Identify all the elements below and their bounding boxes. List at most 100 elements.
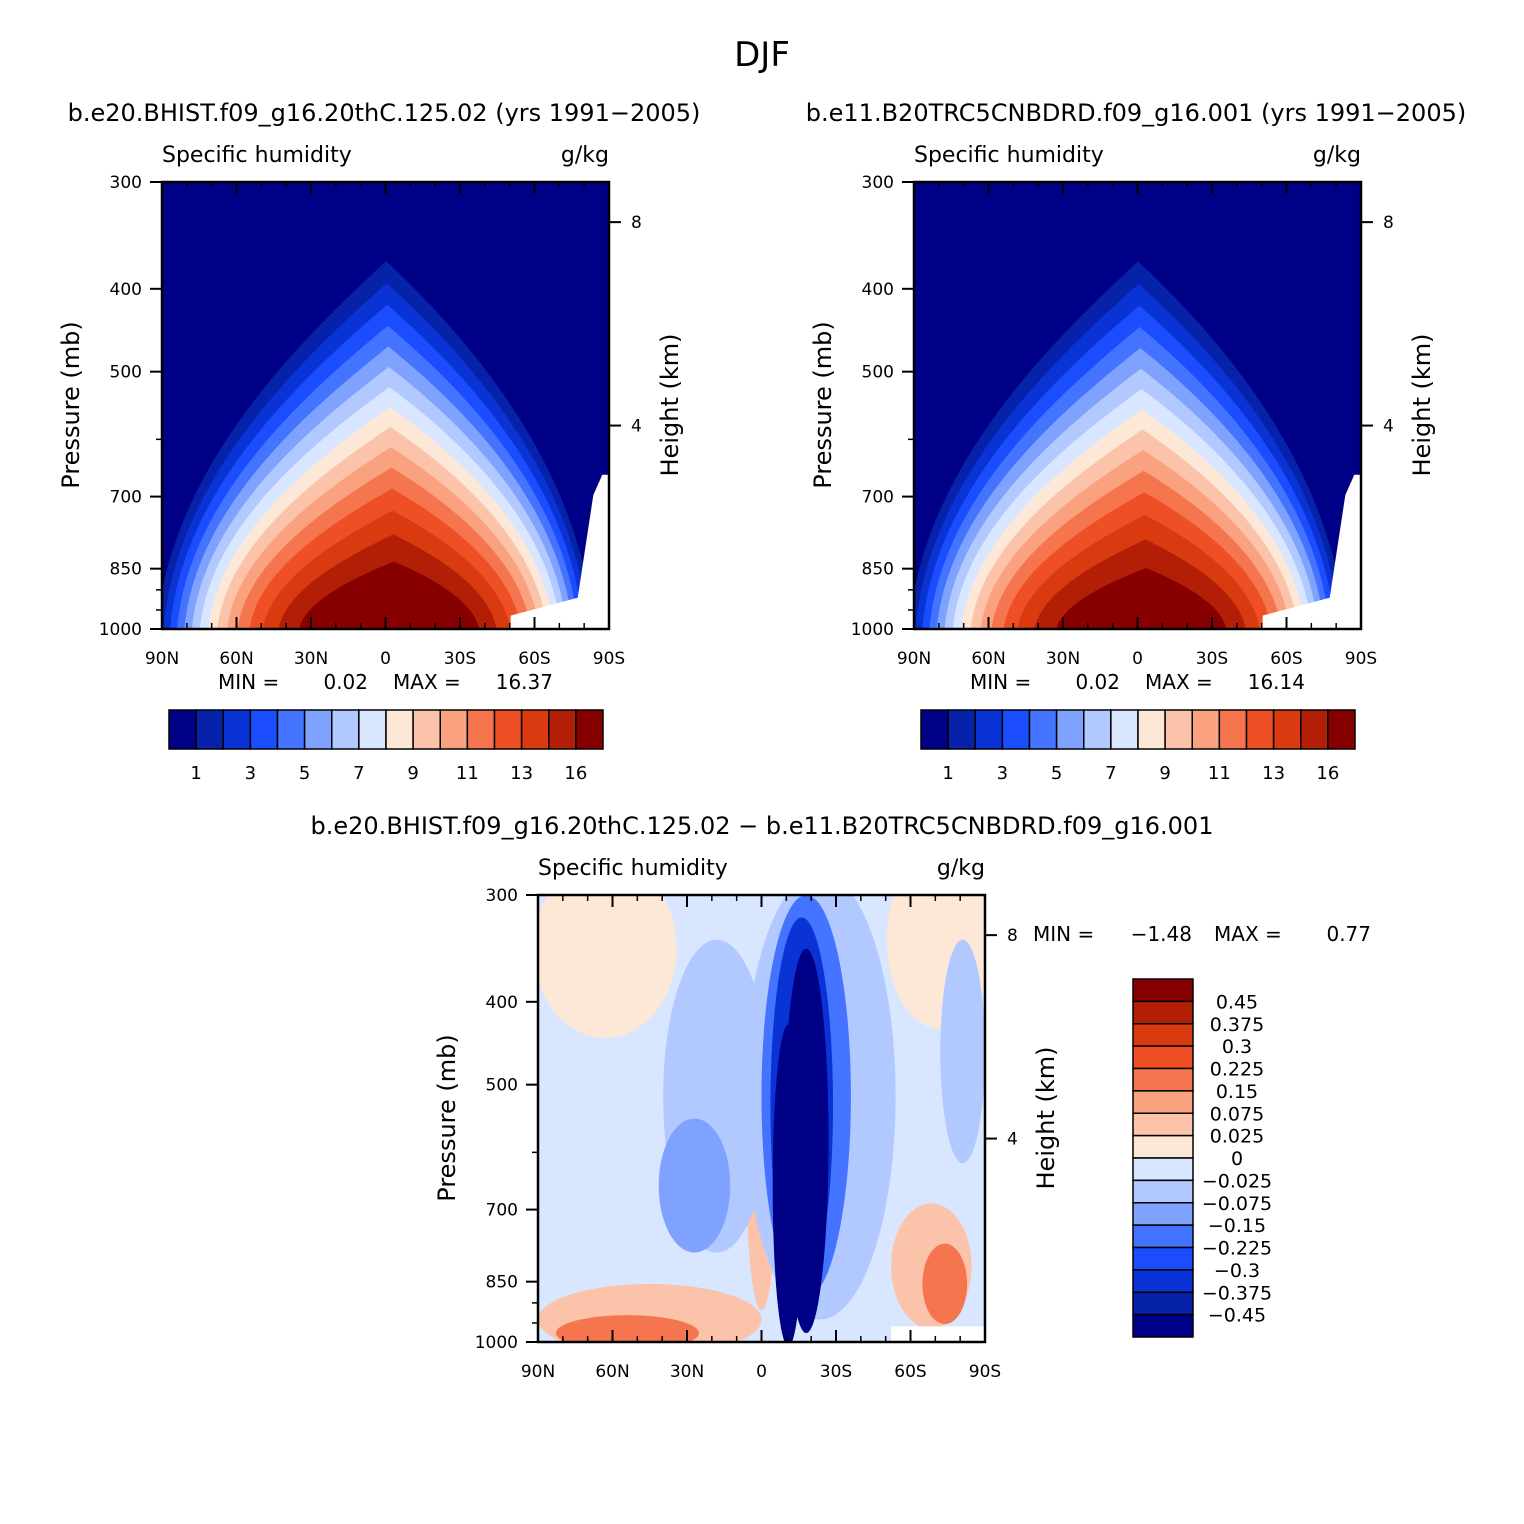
colorbar-label: 11 (456, 763, 479, 784)
panel-diff-min-value: −1.48 (1131, 922, 1192, 946)
colorbar-swatch (920, 709, 949, 750)
missing-data-region (1262, 474, 1361, 629)
colorbar-label: 0.225 (1210, 1059, 1264, 1081)
colorbar-swatch (1132, 1045, 1194, 1070)
y-tick-label: 300 (110, 173, 142, 193)
colorbar-swatch (1132, 1291, 1194, 1316)
colorbar-swatch (1132, 1157, 1194, 1182)
colorbar-swatch (1132, 1134, 1194, 1159)
colorbar-swatch (1164, 709, 1193, 750)
colorbar-swatch (303, 709, 333, 750)
colorbar-swatch (575, 709, 604, 750)
colorbar-label: 1 (942, 763, 953, 784)
colorbar-label: 9 (1159, 763, 1170, 784)
colorbar-swatch (1110, 709, 1139, 750)
colorbar-swatch (385, 709, 414, 750)
colorbar-swatch (168, 709, 197, 750)
colorbar-label: 13 (1262, 763, 1285, 784)
y-tick-label: 1000 (851, 620, 894, 640)
colorbar-swatch (974, 709, 1004, 750)
colorbar-swatch (1132, 1202, 1194, 1226)
colorbar-swatch (1132, 1067, 1194, 1092)
panel-b-max-value: 16.14 (1248, 670, 1305, 694)
contour-fill-level (299, 561, 480, 629)
colorbar-swatch (1083, 709, 1112, 750)
colorbar-swatch (1191, 709, 1221, 750)
y-tick-label: 400 (486, 993, 518, 1013)
figure-title: DJF (734, 35, 790, 75)
x-tick-label: 90N (521, 1362, 555, 1382)
colorbar-label: 0.3 (1222, 1036, 1252, 1058)
colorbar-label: 7 (1105, 763, 1116, 784)
panel-model-a: b.e20.BHIST.f09_g16.20thC.125.02 (yrs 19… (57, 99, 700, 784)
panel-diff-contour-field (538, 895, 985, 1342)
x-tick-label: 90N (897, 649, 931, 669)
colorbar-swatch (1132, 1313, 1194, 1338)
y-tick-label: 500 (486, 1076, 518, 1096)
panel-a-min-value: 0.02 (323, 670, 368, 694)
colorbar-label: 0.15 (1216, 1081, 1258, 1103)
panel-b-units: g/kg (1313, 143, 1361, 168)
colorbar-swatch (1132, 1269, 1194, 1293)
colorbar-label: 1 (190, 763, 201, 784)
colorbar-swatch (1218, 709, 1248, 750)
panel-b-ylabel-right: Height (km) (1408, 334, 1436, 477)
panel-a-units: g/kg (561, 143, 609, 168)
panel-diff-ylabel-right: Height (km) (1032, 1047, 1060, 1190)
colorbar-label: 0 (1231, 1148, 1243, 1170)
colorbar-label: 16 (1316, 763, 1339, 784)
colorbar-label: −0.075 (1202, 1193, 1272, 1215)
x-tick-label: 90N (145, 649, 179, 669)
colorbar-swatch (1132, 1112, 1194, 1137)
colorbar-swatch (1137, 709, 1166, 750)
x-tick-label: 60N (595, 1362, 629, 1382)
colorbar-label: 13 (510, 763, 533, 784)
contour-fill-positive (922, 1243, 968, 1325)
colorbar-swatch (439, 709, 469, 750)
colorbar-label: 16 (564, 763, 587, 784)
panel-a-axes: 90N 60N 30N 0 30S 60S 90S 300 400 500 700 850 1000 8 4 (99, 173, 642, 669)
colorbar-label: 0.075 (1210, 1103, 1264, 1125)
colorbar-swatch (1327, 709, 1356, 750)
contour-fill-negative (940, 939, 985, 1164)
panel-b-colorbar: 1 3 5 7 9 11 13 16 (920, 709, 1356, 784)
panel-b-axes: 90N 60N 30N 0 30S 60S 90S 300 400 500 700 850 1000 8 4 (851, 173, 1394, 669)
y-tick-label: 300 (862, 173, 894, 193)
colorbar-swatch (1132, 1179, 1194, 1204)
panel-b-min-label: MIN = (970, 670, 1031, 694)
colorbar-label: 3 (245, 763, 256, 784)
y-right-tick-label: 8 (1007, 926, 1018, 946)
panel-a-ylabel-right: Height (km) (656, 334, 684, 477)
y-tick-label: 850 (862, 560, 894, 580)
y-tick-label: 700 (110, 488, 142, 508)
x-tick-label: 30N (670, 1362, 704, 1382)
colorbar-label: −0.45 (1208, 1305, 1266, 1327)
panel-diff-colorbar: 0.450.3750.30.2250.150.0750.0250−0.025−0… (1132, 978, 1272, 1338)
y-tick-label: 300 (486, 886, 518, 906)
panel-a-max-value: 16.37 (496, 670, 553, 694)
colorbar-label: −0.025 (1202, 1170, 1272, 1192)
panel-diff-min-label: MIN = (1033, 922, 1094, 946)
contour-fill-level (1056, 567, 1227, 629)
y-tick-label: 850 (486, 1273, 518, 1293)
panel-b-ylabel: Pressure (mb) (809, 321, 837, 488)
panel-a-ylabel: Pressure (mb) (57, 321, 85, 488)
x-tick-label: 30S (444, 649, 476, 669)
colorbar-swatch (466, 709, 496, 750)
x-tick-label: 60S (894, 1362, 926, 1382)
x-tick-label: 90S (1345, 649, 1377, 669)
y-right-tick-label: 4 (631, 417, 642, 437)
panel-diff-max-value: 0.77 (1326, 922, 1371, 946)
contour-fill-positive (538, 895, 677, 1039)
panel-diff-axes: 90N 60N 30N 0 30S 60S 90S 300 400 500 700 850 1000 8 4 (475, 886, 1018, 1382)
panel-a-max-label: MAX = (393, 670, 461, 694)
panel-a-variable-label: Specific humidity (162, 143, 352, 168)
colorbar-label: 0.025 (1210, 1126, 1264, 1148)
colorbar-label: 7 (353, 763, 364, 784)
y-tick-label: 500 (862, 363, 894, 383)
panel-b-max-label: MAX = (1145, 670, 1213, 694)
colorbar-swatch (331, 709, 360, 750)
panel-diff-title: b.e20.BHIST.f09_g16.20thC.125.02 − b.e11… (311, 812, 1214, 840)
colorbar-label: 11 (1208, 763, 1231, 784)
colorbar-swatch (276, 709, 306, 750)
